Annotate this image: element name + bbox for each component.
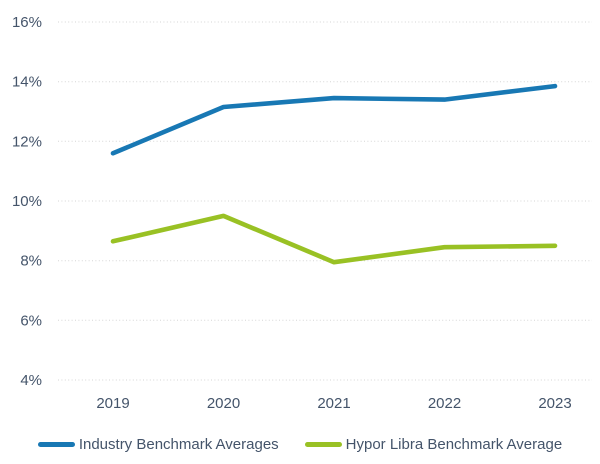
y-axis-tick-label: 6%: [20, 312, 42, 329]
x-axis-tick-label: 2023: [538, 395, 571, 412]
x-axis-tick-label: 2021: [317, 395, 350, 412]
y-axis-tick-label: 16%: [12, 14, 42, 31]
y-axis-tick-label: 12%: [12, 133, 42, 150]
x-axis-tick-label: 2020: [207, 395, 240, 412]
y-axis-tick-label: 8%: [20, 253, 42, 270]
chart-legend: Industry Benchmark Averages Hypor Libra …: [0, 436, 600, 453]
x-axis-tick-label: 2019: [96, 395, 129, 412]
legend-label-hypor-libra: Hypor Libra Benchmark Average: [345, 436, 563, 453]
hypor-libra-line-swatch: [304, 442, 342, 447]
legend-item-industry: Industry Benchmark Averages: [37, 436, 279, 453]
legend-label-industry: Industry Benchmark Averages: [78, 436, 279, 453]
industry-benchmark-line: [110, 83, 558, 156]
y-axis-tick-label: 14%: [12, 74, 42, 91]
plot-area: 16% 14% 12% 10% 8% 6% 4% 2019 2020 2021 2022 2023: [12, 14, 592, 412]
hypor-libra-line: [110, 213, 558, 265]
y-axis-tick-label: 10%: [12, 193, 42, 210]
x-axis-tick-label: 2022: [428, 395, 461, 412]
legend-item-hypor-libra: Hypor Libra Benchmark Average: [304, 436, 563, 453]
industry-line-swatch: [37, 442, 75, 447]
y-axis-tick-label: 4%: [20, 372, 42, 389]
